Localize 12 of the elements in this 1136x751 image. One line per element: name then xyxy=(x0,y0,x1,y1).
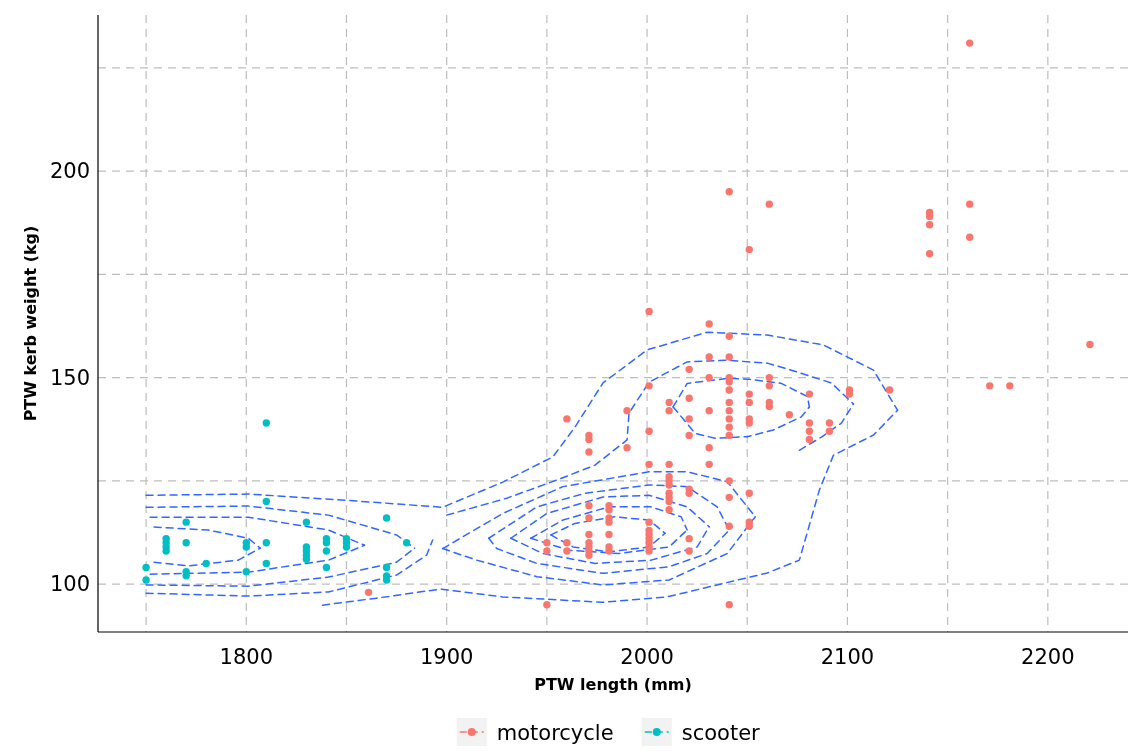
y-tick-label: 150 xyxy=(49,365,90,390)
x-tick-label: 2100 xyxy=(820,645,875,669)
x-tick-label: 2000 xyxy=(620,645,674,669)
x-axis-title: PTW length (mm) xyxy=(534,675,692,694)
y-tick-label: 200 xyxy=(49,159,90,184)
legend-label: motorcycle xyxy=(496,721,614,745)
y-tick-label: 100 xyxy=(49,572,90,597)
x-tick-label: 1900 xyxy=(419,645,474,669)
x-tick-label: 1800 xyxy=(219,645,274,669)
x-tick-label: 2200 xyxy=(1021,645,1075,669)
legend-label: scooter xyxy=(681,721,761,745)
y-axis-title: PTW kerb weight (kg) xyxy=(21,225,40,422)
